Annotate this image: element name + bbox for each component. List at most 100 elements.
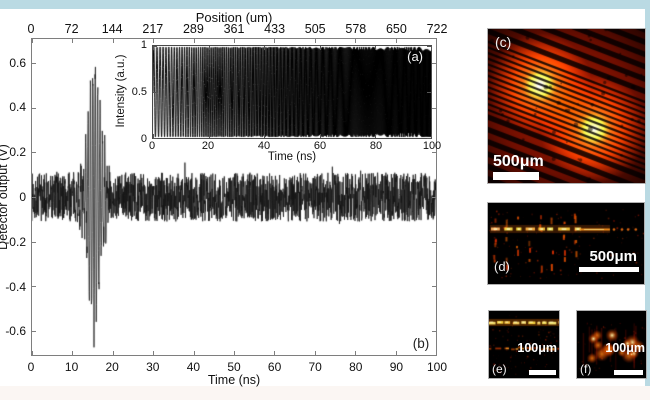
tick-mark <box>153 134 154 138</box>
tick-mark <box>355 39 357 43</box>
tick-label: 100 <box>422 140 442 152</box>
tick-label: 10 <box>64 360 79 374</box>
tick-label: 0.4 <box>9 100 26 115</box>
tick-mark <box>432 286 436 287</box>
position-axis-title: Position (um) <box>195 10 273 25</box>
microscopy-panel-c: (c) 500μm <box>487 28 646 184</box>
tick-mark <box>431 134 432 138</box>
tick-mark <box>32 107 36 109</box>
tick-mark <box>432 63 436 65</box>
tick-label: 20 <box>105 360 119 374</box>
panel-f-scalebar-text: 100μm <box>605 341 645 355</box>
tick-mark <box>32 330 36 332</box>
tick-mark <box>32 241 36 243</box>
inset-time-tick-labels: 0 20 40 60 80 100 <box>148 140 441 153</box>
tick-mark <box>72 39 74 43</box>
tick-mark <box>427 46 431 47</box>
tick-mark <box>112 39 114 43</box>
tick-label: 80 <box>349 360 363 374</box>
tick-mark <box>153 351 155 355</box>
tick-label: 90 <box>389 360 404 374</box>
microscopy-image-c <box>488 29 645 183</box>
tick-label: 650 <box>385 22 407 36</box>
tick-mark <box>319 134 321 138</box>
tick-mark <box>32 286 36 287</box>
page-right-band <box>645 0 650 386</box>
tick-mark <box>375 134 377 138</box>
panel-c-label: (c) <box>495 34 512 50</box>
tick-mark <box>208 134 210 138</box>
tick-mark <box>264 46 266 50</box>
tick-label: -0.4 <box>5 279 26 294</box>
tick-mark <box>32 39 33 43</box>
panel-f-label: (f) <box>580 362 592 376</box>
tick-mark <box>319 46 321 50</box>
tick-mark <box>314 39 316 43</box>
tick-mark <box>436 351 437 355</box>
tick-mark <box>395 351 397 355</box>
tick-mark <box>432 107 436 109</box>
tick-mark <box>427 92 431 93</box>
tick-label: 80 <box>369 140 383 152</box>
panel-e-label: (e) <box>492 362 507 376</box>
page-top-band <box>0 0 650 9</box>
tick-label: 60 <box>313 140 327 152</box>
tick-label: 217 <box>142 22 164 36</box>
tick-label: 722 <box>426 22 448 36</box>
tick-mark <box>427 138 431 139</box>
tick-label: 0 <box>140 133 147 145</box>
inset-time-axis-label: Time (ns) <box>267 151 317 163</box>
detector-output-axis-label: Detector output (V) <box>0 144 10 250</box>
tick-mark <box>234 39 235 43</box>
tick-label: 70 <box>308 360 322 374</box>
tick-label: 1 <box>140 39 147 51</box>
tick-mark <box>432 197 436 198</box>
detector-output-tick-labels: 0.6 0.4 0.2 0 -0.2 -0.4 -0.6 <box>0 38 28 356</box>
tick-label: 40 <box>186 360 201 374</box>
tick-mark <box>234 351 235 355</box>
tick-label: 361 <box>223 22 245 36</box>
panel-c-scalebar <box>493 172 539 180</box>
panel-d-scalebar <box>579 267 639 272</box>
tick-label: 30 <box>146 360 160 374</box>
tick-mark <box>432 330 436 332</box>
tick-mark <box>153 46 157 47</box>
microscopy-panel-f: (f) 100μm <box>576 310 647 379</box>
microscopy-image-f <box>577 311 645 378</box>
position-axis-tick-labels: 0 72 144 217 289 361 433 505 578 650 722 <box>28 22 448 36</box>
tick-mark <box>208 46 210 50</box>
microscopy-image-e <box>489 311 559 378</box>
microscopy-panel-d: (d) 500μm <box>487 202 645 285</box>
fringe-signal-canvas <box>153 46 431 138</box>
tick-mark <box>274 351 276 355</box>
tick-mark <box>112 351 114 355</box>
tick-label: 0 <box>19 190 26 204</box>
tick-label: 0.6 <box>9 55 26 70</box>
tick-mark <box>193 351 195 355</box>
panel-f-scalebar <box>614 370 643 375</box>
tick-mark <box>314 351 316 355</box>
tick-label: 505 <box>304 22 326 36</box>
page-bottom-band <box>0 386 650 400</box>
tick-mark <box>436 39 437 43</box>
time-axis-tick-labels: 0 10 20 30 40 50 60 70 80 90 100 <box>27 360 447 374</box>
tick-mark <box>432 152 436 154</box>
tick-mark <box>395 39 397 43</box>
tick-label: 0.5 <box>131 86 147 98</box>
intensity-tick-labels: 1 0.5 0 <box>131 39 149 145</box>
tick-label: 100 <box>426 360 448 374</box>
panel-a-label: (a) <box>407 49 423 64</box>
tick-label: -0.2 <box>5 234 26 249</box>
tick-mark <box>193 39 195 43</box>
tick-mark <box>375 46 377 50</box>
tick-mark <box>153 138 157 139</box>
panel-b-label: (b) <box>412 336 430 351</box>
tick-mark <box>264 134 266 138</box>
tick-mark <box>153 46 154 50</box>
tick-mark <box>153 92 157 93</box>
tick-mark <box>72 351 74 355</box>
tick-label: 50 <box>227 360 241 374</box>
tick-label: 0 <box>148 140 156 152</box>
tick-label: 0 <box>27 360 35 374</box>
